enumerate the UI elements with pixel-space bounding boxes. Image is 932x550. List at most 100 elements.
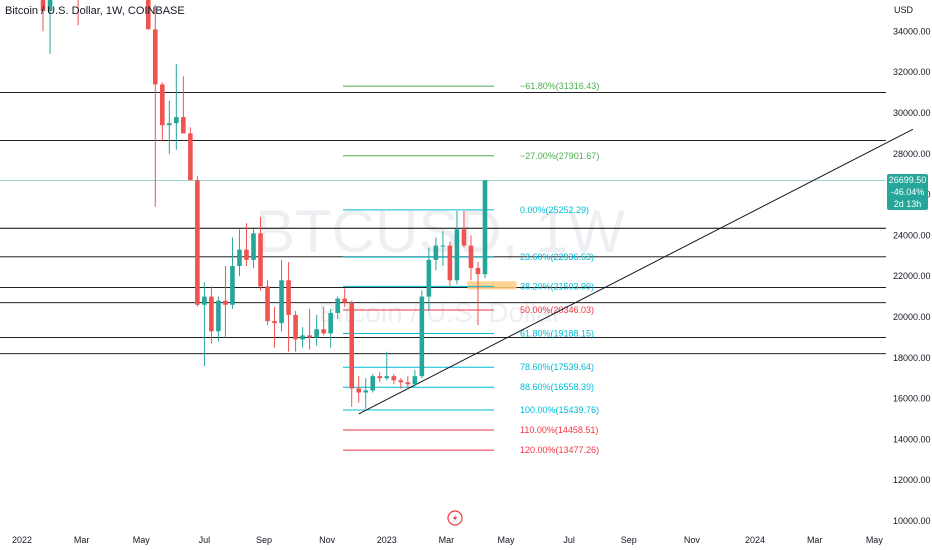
- candle-body: [209, 296, 214, 332]
- trendline: [358, 128, 914, 415]
- candle-body: [181, 117, 186, 134]
- candle-body: [342, 298, 347, 303]
- candle-body: [398, 380, 404, 383]
- candle-body: [468, 245, 474, 269]
- candle-body: [188, 133, 193, 181]
- fib-level-label: 78.60%(17539.64): [520, 362, 594, 372]
- candle-body: [202, 296, 207, 305]
- fib-level-label: −61.80%(31316.43): [520, 81, 599, 91]
- candle-body: [286, 280, 291, 315]
- price-badge: 26699.50 -46.04% 2d 13h: [887, 174, 928, 210]
- candle-body: [293, 314, 298, 340]
- fib-level-label: −27.00%(27901.67): [520, 151, 599, 161]
- fib-level-label: 120.00%(13477.26): [520, 445, 599, 455]
- candles-layer: [40, 0, 488, 409]
- watermark-subtitle: Bitcoin / U.S. Dollar: [319, 297, 562, 328]
- candle-body: [433, 245, 439, 260]
- candle-body: [412, 376, 418, 385]
- horizontal-lines-layer: [0, 92, 886, 355]
- fib-level-label: 38.20%(21503.99): [520, 281, 594, 291]
- candle-body: [251, 233, 256, 260]
- candle-body: [363, 390, 369, 393]
- fib-level-label: 61.80%(19188.15): [520, 329, 594, 339]
- badge-change: -46.04%: [890, 187, 925, 197]
- x-axis: 2022 Mar May Jul Sep Nov 2023 Mar May Jul Sep Nov 20…: [12, 535, 883, 545]
- candle-body: [216, 300, 221, 332]
- y-tick-label: 34000.00: [893, 26, 931, 36]
- candle-body: [244, 249, 249, 260]
- candle-body: [328, 312, 333, 334]
- candle-body: [447, 245, 453, 281]
- candle-body: [223, 300, 228, 305]
- y-tick-label: 28000.00: [893, 149, 931, 159]
- candle-body: [174, 117, 179, 124]
- candle-body: [230, 266, 235, 305]
- lightning-bolt-icon[interactable]: [447, 510, 463, 526]
- fibonacci-layer: −61.80%(31316.43) −27.00%(27901.67) 0.00%(…: [343, 81, 599, 455]
- candle-body: [272, 321, 277, 324]
- candle-body: [356, 388, 362, 393]
- candle-body: [482, 180, 488, 275]
- y-tick-label: 10000.00: [893, 516, 931, 526]
- candle-body: [300, 335, 305, 340]
- y-tick-label: 16000.00: [893, 394, 931, 404]
- y-tick-label: 14000.00: [893, 434, 931, 444]
- candle-body: [265, 286, 270, 322]
- trendline-layer: [358, 128, 914, 415]
- x-tick-label: Mar: [74, 535, 90, 545]
- candle-body: [167, 123, 172, 126]
- y-tick-label: 12000.00: [893, 475, 931, 485]
- y-tick-label: 24000.00: [893, 230, 931, 240]
- candle-body: [160, 84, 165, 126]
- x-tick-label: Nov: [684, 535, 701, 545]
- candle-body: [391, 376, 397, 381]
- watermark: BTCUSD, 1W Bitcoin / U.S. Dollar: [255, 198, 625, 328]
- x-tick-label: Sep: [256, 535, 272, 545]
- x-tick-label: May: [133, 535, 151, 545]
- fib-level-label: 100.00%(15439.76): [520, 405, 599, 415]
- candle-body: [440, 245, 446, 247]
- candle-body: [405, 382, 411, 385]
- candle-body: [195, 180, 200, 305]
- fib-level-label: 50.00%(20346.03): [520, 305, 594, 315]
- candle-body: [475, 268, 481, 275]
- candle-body: [314, 329, 319, 338]
- support-zone: [467, 281, 517, 290]
- y-tick-label: 22000.00: [893, 271, 931, 281]
- candle-body: [47, 0, 53, 11]
- chart-title: Bitcoin / U.S. Dollar, 1W, COINBASE: [5, 5, 185, 17]
- candle-body: [145, 0, 151, 30]
- x-tick-label: 2023: [377, 535, 397, 545]
- y-tick-label: 18000.00: [893, 353, 931, 363]
- fib-level-label: 88.60%(16558.39): [520, 382, 594, 392]
- y-tick-label: 32000.00: [893, 67, 931, 77]
- badge-price: 26699.50: [888, 175, 927, 185]
- currency-label: USD: [894, 5, 914, 15]
- candle-body: [321, 329, 326, 334]
- x-tick-label: Jul: [199, 535, 211, 545]
- candle-body: [307, 335, 312, 338]
- x-tick-label: Nov: [319, 535, 336, 545]
- watermark-symbol: BTCUSD, 1W: [255, 198, 625, 265]
- x-tick-label: May: [866, 535, 884, 545]
- x-tick-label: Jul: [563, 535, 575, 545]
- candle-body: [426, 259, 432, 297]
- candle-body: [349, 302, 355, 389]
- x-tick-label: Mar: [807, 535, 823, 545]
- y-tick-label: 20000.00: [893, 312, 931, 322]
- candle-body: [384, 376, 390, 379]
- candle-body: [370, 376, 376, 391]
- y-axis: USD 34000.0032000.0030000.0028000.002600…: [893, 5, 931, 526]
- fib-level-label: 110.00%(14458.51): [520, 425, 598, 435]
- x-tick-label: May: [498, 535, 516, 545]
- candle-body: [258, 233, 263, 287]
- fib-level-label: 23.60%(22936.53): [520, 252, 594, 262]
- candle-body: [279, 280, 284, 324]
- support-zone-layer: [467, 281, 517, 290]
- badge-countdown: 2d 13h: [893, 199, 922, 209]
- x-tick-label: 2022: [12, 535, 32, 545]
- x-tick-label: 2024: [745, 535, 765, 545]
- candle-body: [335, 298, 340, 313]
